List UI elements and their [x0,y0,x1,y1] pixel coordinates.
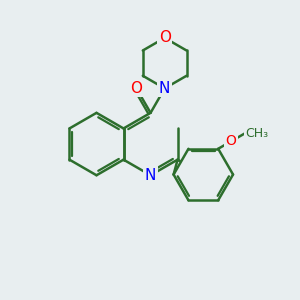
Text: O: O [159,30,171,45]
Text: O: O [130,81,142,96]
Text: O: O [226,134,236,148]
Text: N: N [159,81,170,96]
Text: N: N [145,168,156,183]
Text: CH₃: CH₃ [245,127,268,140]
